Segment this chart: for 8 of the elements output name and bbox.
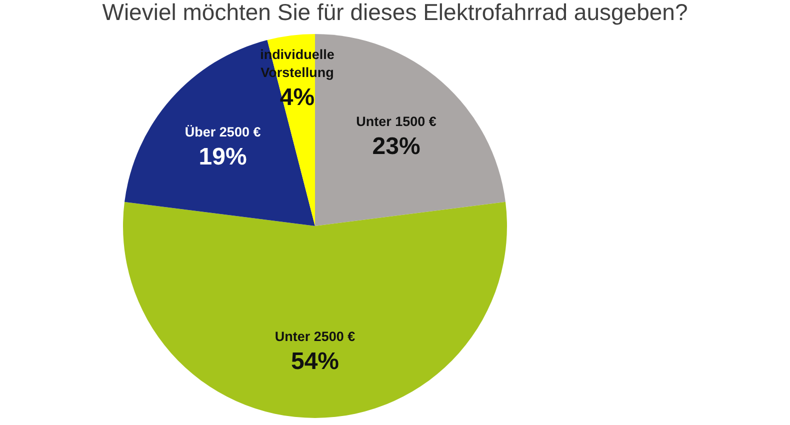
data-label: 54% xyxy=(290,348,340,375)
data-label: 23% xyxy=(372,132,420,160)
slice-label: Unter 1500 € xyxy=(356,114,437,129)
slice-label: Unter 2500 € xyxy=(274,328,356,344)
slice-label: Über 2500 € xyxy=(184,124,262,140)
data-label: 19% xyxy=(198,144,247,171)
chart-title: Wieviel möchten Sie für dieses Elektrofahrrad ausgeben? xyxy=(102,0,688,25)
pie-slice xyxy=(123,202,507,418)
